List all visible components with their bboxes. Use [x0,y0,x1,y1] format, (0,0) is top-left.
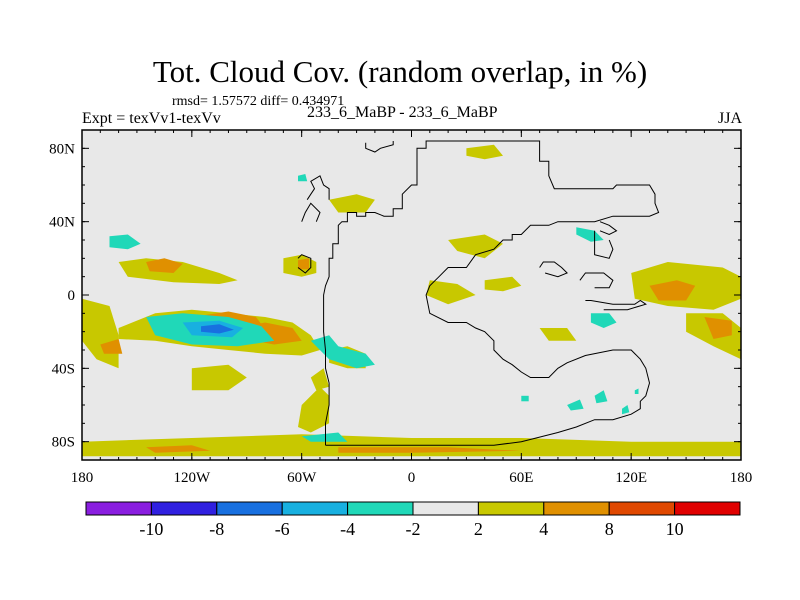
contour-region [298,174,308,182]
coastline-layer [297,140,660,446]
contour-region [310,368,330,391]
x-tick-label: 60W [287,470,317,486]
y-tick-label: 0 [68,288,76,304]
colorbar-label: 2 [474,519,483,539]
contour-region [146,445,211,453]
y-tick-label: 80N [49,141,75,157]
x-tick-label: 120W [173,470,211,486]
contour-region [329,194,375,213]
x-tick-label: 120E [615,470,647,486]
colorbar-segment [674,501,741,516]
case-label: 233_6_MaBP - 233_6_MaBP [307,104,498,121]
chart-title: Tot. Cloud Cov. (random overlap, in %) [152,54,648,89]
x-tick-label: 180 [730,470,753,486]
contour-region [426,280,476,305]
x-tick-label: 180 [71,470,94,486]
contour-region [338,447,522,453]
coastline [365,141,394,153]
colorbar-segment [216,501,283,516]
contour-region [649,280,696,301]
x-tick-label: 60E [509,470,533,486]
colorbar-label: -10 [139,519,163,539]
contour-region [567,399,584,411]
season-label: JJA [717,110,742,127]
contour-region [466,144,503,160]
contour-region [298,258,309,270]
colorbar-label: 10 [666,519,684,539]
colorbar-segment [150,501,218,516]
coastline [297,254,312,274]
coastline [306,175,330,200]
y-tick-label: 40N [49,215,75,231]
colorbar-label: -4 [340,519,355,539]
colorbar-segment [543,501,610,516]
y-tick-label: 80S [52,435,75,451]
contour-region [521,395,529,402]
colorbar-label: -6 [275,519,290,539]
contour-region [310,335,375,369]
colorbar-segment [85,501,152,516]
contour-region [622,405,630,415]
contour-region [448,234,503,259]
colorbar-segment [608,501,676,516]
experiment-label: Expt = texVv1-texVv [82,110,221,127]
contour-region [191,364,247,391]
y-tick-label: 40S [52,361,75,377]
colorbar-label: 4 [539,519,548,539]
x-tick-label: 0 [408,470,416,486]
coastline [539,261,568,278]
contour-region [201,324,234,334]
contour-region [539,328,577,341]
contour-region [704,317,732,339]
coastline [301,202,321,222]
colorbar-segment [281,501,349,516]
coastline [599,221,618,236]
coastline [323,140,660,446]
coastline [594,230,614,259]
contour-region [634,388,639,394]
contour-region [484,276,522,292]
contour-region [590,313,617,328]
contour-region [594,390,608,404]
contour-region [576,227,604,242]
colorbar-segment [412,501,479,516]
stats-text: rmsd= 1.57572 diff= 0.434971 [172,94,345,109]
contour-region [100,339,123,354]
coastline [585,299,647,311]
colorbar-segment [477,501,545,516]
contour-region [109,234,141,250]
contour-layer [82,144,741,457]
colorbar-label: -8 [209,519,224,539]
contour-region [298,386,330,433]
contour-region [301,432,348,442]
colorbar-label: -2 [406,519,421,539]
colorbar-segment [347,501,414,516]
coastline [579,272,614,289]
colorbar-label: 8 [605,519,614,539]
contour-region [146,258,183,273]
